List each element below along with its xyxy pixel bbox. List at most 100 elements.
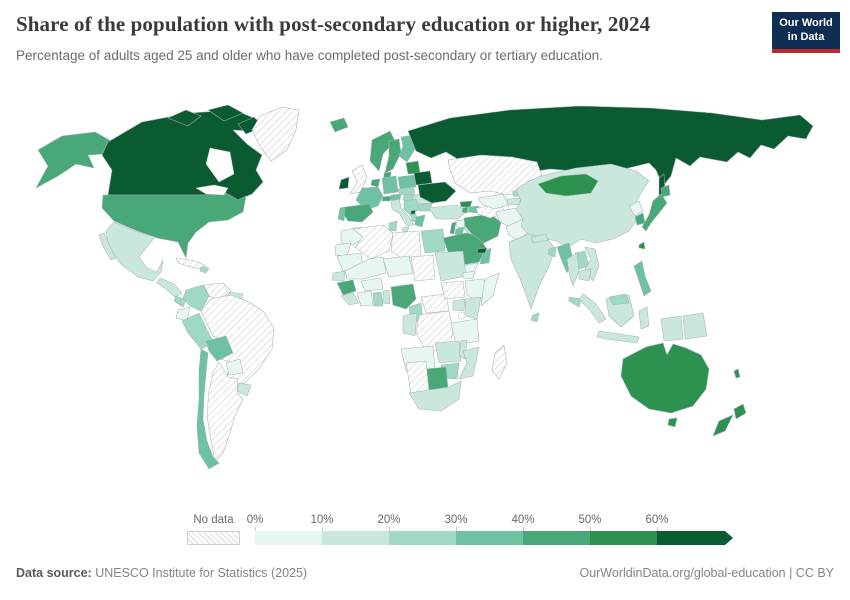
- country-south-sudan[interactable]: [440, 280, 466, 300]
- country-canada[interactable]: [167, 109, 202, 127]
- country-new-zealand[interactable]: [712, 414, 734, 437]
- country-italy[interactable]: [401, 226, 410, 233]
- country-japan[interactable]: [660, 184, 671, 198]
- legend-bin-2[interactable]: [389, 531, 456, 545]
- legend-bin-4[interactable]: [523, 531, 590, 545]
- country-chile[interactable]: [196, 348, 220, 470]
- country-venezuela[interactable]: [203, 282, 232, 301]
- country-uruguay[interactable]: [236, 382, 252, 397]
- country-ukraine[interactable]: [417, 181, 457, 204]
- country-new-zealand[interactable]: [733, 403, 747, 420]
- country-sudan[interactable]: [434, 250, 467, 282]
- country-united-states[interactable]: [101, 191, 247, 259]
- owid-logo[interactable]: Our World in Data: [772, 12, 840, 53]
- legend-bin-1[interactable]: [322, 531, 389, 545]
- country-sweden[interactable]: [384, 138, 402, 174]
- country-turkey[interactable]: [428, 204, 468, 220]
- country-austria[interactable]: [389, 193, 402, 201]
- country-canada[interactable]: [207, 104, 244, 122]
- country-israel[interactable]: [449, 221, 457, 235]
- country-portugal[interactable]: [337, 206, 346, 222]
- country-paraguay[interactable]: [225, 358, 244, 376]
- country-congo-gabon[interactable]: [402, 312, 418, 337]
- country-namibia[interactable]: [405, 360, 430, 394]
- country-ireland[interactable]: [338, 176, 350, 190]
- country-spain[interactable]: [341, 203, 374, 223]
- country-burkina-faso[interactable]: [360, 277, 384, 292]
- legend-bin-5[interactable]: [590, 531, 657, 545]
- country-sierra-leone-liberia[interactable]: [340, 292, 360, 306]
- country-indonesia[interactable]: [596, 330, 640, 344]
- country-ivory-coast[interactable]: [356, 290, 374, 307]
- country-ghana[interactable]: [372, 291, 384, 307]
- country-philippines[interactable]: [633, 260, 652, 297]
- country-australia[interactable]: [667, 417, 678, 428]
- country-nigeria[interactable]: [390, 283, 417, 310]
- country-malaysia[interactable]: [608, 293, 630, 306]
- country-switzerland[interactable]: [381, 195, 392, 202]
- country-mongolia[interactable]: [537, 173, 599, 197]
- country-czechia-slovakia[interactable]: [397, 186, 416, 196]
- country-nepal[interactable]: [530, 233, 549, 244]
- country-guinea[interactable]: [336, 279, 357, 296]
- country-tanzania[interactable]: [450, 318, 480, 346]
- country-uganda[interactable]: [452, 298, 466, 312]
- country-united-states[interactable]: [35, 131, 114, 189]
- country-thailand[interactable]: [566, 252, 580, 287]
- country-armenia[interactable]: [461, 206, 469, 214]
- legend-bin-3[interactable]: [456, 531, 523, 545]
- country-greece[interactable]: [414, 214, 426, 228]
- country-north-korea[interactable]: [628, 200, 644, 217]
- country-zambia[interactable]: [434, 340, 462, 364]
- country-georgia[interactable]: [459, 200, 473, 208]
- country-tunisia[interactable]: [388, 220, 398, 232]
- country-south-africa[interactable]: [408, 380, 462, 412]
- country-hispaniola[interactable]: [199, 266, 210, 274]
- country-taiwan[interactable]: [638, 241, 646, 250]
- country-iceland[interactable]: [329, 117, 349, 133]
- legend-bin-0[interactable]: [255, 531, 322, 545]
- country-mexico[interactable]: [105, 221, 164, 282]
- country-cambodia[interactable]: [578, 268, 592, 282]
- country-chad[interactable]: [410, 254, 436, 282]
- legend-no-data-swatch[interactable]: [187, 531, 240, 545]
- country-costa-rica-panama[interactable]: [173, 295, 187, 308]
- country-oman[interactable]: [479, 247, 492, 265]
- country-greenland[interactable]: [251, 106, 300, 162]
- country-belarus[interactable]: [413, 170, 433, 186]
- country-poland[interactable]: [397, 174, 417, 190]
- country-senegal[interactable]: [331, 270, 346, 282]
- country-madagascar[interactable]: [491, 344, 508, 380]
- country-uzbekistan[interactable]: [477, 193, 510, 210]
- country-baltics[interactable]: [405, 160, 421, 175]
- country-benelux[interactable]: [370, 178, 381, 188]
- country-indonesia[interactable]: [638, 306, 650, 330]
- country-india[interactable]: [508, 233, 556, 310]
- country-uae[interactable]: [476, 247, 488, 254]
- country-algeria[interactable]: [352, 224, 394, 260]
- country-new-caledonia[interactable]: [733, 368, 741, 379]
- country-mexico[interactable]: [98, 232, 117, 261]
- country-libya[interactable]: [390, 230, 422, 260]
- country-mozambique[interactable]: [458, 346, 480, 380]
- legend-bin-6[interactable]: [657, 531, 733, 545]
- country-bangladesh[interactable]: [547, 246, 557, 258]
- country-indonesia[interactable]: [660, 315, 684, 342]
- footer-credit-link[interactable]: OurWorldinData.org/global-education | CC…: [579, 566, 834, 580]
- country-western-sahara[interactable]: [334, 242, 352, 257]
- country-sri-lanka[interactable]: [530, 312, 540, 323]
- country-central-america[interactable]: [156, 277, 183, 298]
- country-mali[interactable]: [344, 256, 387, 280]
- country-argentina[interactable]: [206, 361, 244, 462]
- country-egypt[interactable]: [420, 228, 446, 254]
- country-bolivia[interactable]: [205, 335, 234, 362]
- country-italy[interactable]: [390, 198, 415, 227]
- country-malaysia[interactable]: [568, 296, 582, 308]
- country-germany[interactable]: [381, 175, 399, 195]
- country-indonesia[interactable]: [578, 293, 607, 324]
- country-niger[interactable]: [382, 255, 414, 278]
- country-france[interactable]: [355, 186, 384, 211]
- country-kenya[interactable]: [464, 296, 482, 320]
- country-togo-benin[interactable]: [382, 289, 391, 305]
- country-japan[interactable]: [641, 193, 668, 232]
